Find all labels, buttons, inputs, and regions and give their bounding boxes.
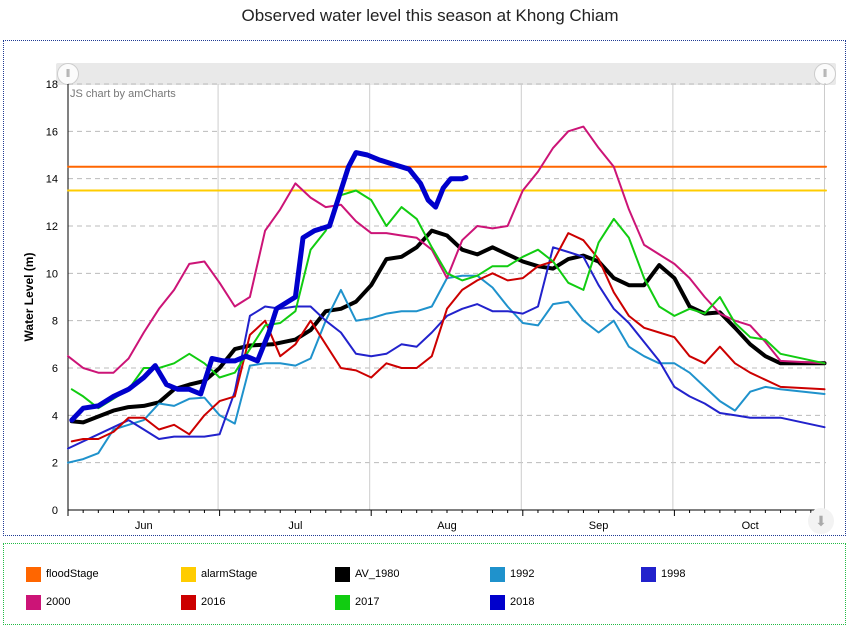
y-tick-label: 12 <box>46 221 58 233</box>
legend-item-2017[interactable]: 2017 <box>335 594 379 610</box>
y-tick-label: 10 <box>46 268 58 280</box>
legend-swatch <box>181 594 196 610</box>
legend-label: 1992 <box>510 568 535 580</box>
legend-item-AV_1980[interactable]: AV_1980 <box>335 566 399 582</box>
legend-label: 2017 <box>355 596 380 608</box>
y-tick-label: 6 <box>52 363 58 375</box>
y-tick-label: 18 <box>46 79 58 91</box>
legend-item-2000[interactable]: 2000 <box>26 594 70 610</box>
legend-swatch <box>335 594 350 610</box>
x-tick-label: Sep <box>589 520 609 532</box>
y-tick-label: 2 <box>52 458 58 470</box>
legend-item-1998[interactable]: 1998 <box>641 566 685 582</box>
y-axis-title: Water Level (m) <box>22 253 36 342</box>
series-line-2000 <box>67 125 826 374</box>
legend-swatch <box>490 594 505 610</box>
series-line-1992 <box>67 274 826 464</box>
legend-label: 2016 <box>201 596 226 608</box>
legend-label: 2000 <box>46 596 71 608</box>
y-tick-label: 14 <box>46 174 58 186</box>
legend-swatch <box>181 566 196 582</box>
x-tick-label: Oct <box>742 520 759 532</box>
legend-frame <box>3 543 846 625</box>
legend-label: floodStage <box>46 568 99 580</box>
download-icon[interactable]: ⬇ <box>808 508 834 534</box>
series-line-2016 <box>70 232 826 443</box>
y-tick-label: 0 <box>52 505 58 517</box>
x-tick-label: Jun <box>135 520 153 532</box>
chart-scrollbar[interactable]: ‖ ‖ <box>56 63 836 85</box>
series-line-2018 <box>69 150 469 423</box>
legend-label: AV_1980 <box>355 568 400 580</box>
legend-item-2018[interactable]: 2018 <box>490 594 534 610</box>
legend-label: 2018 <box>510 596 535 608</box>
series-line-AV_1980 <box>69 228 827 425</box>
legend-item-alarmStage[interactable]: alarmStage <box>181 566 257 582</box>
legend-label: 1998 <box>661 568 686 580</box>
series-line-2017 <box>70 189 826 410</box>
legend-swatch <box>641 566 656 582</box>
legend-item-floodStage[interactable]: floodStage <box>26 566 99 582</box>
x-tick-label: Aug <box>437 520 457 532</box>
legend-item-2016[interactable]: 2016 <box>181 594 225 610</box>
chart-credit-link[interactable]: JS chart by amCharts <box>70 88 176 100</box>
legend-swatch <box>26 594 41 610</box>
chart-title: Observed water level this season at Khon… <box>241 6 619 25</box>
legend-swatch <box>490 566 505 582</box>
y-tick-label: 8 <box>52 316 58 328</box>
legend-swatch <box>335 566 350 582</box>
chart-frame <box>3 40 846 536</box>
legend-item-1992[interactable]: 1992 <box>490 566 534 582</box>
y-tick-label: 16 <box>46 126 58 138</box>
legend-swatch <box>26 566 41 582</box>
legend-label: alarmStage <box>201 568 258 580</box>
series-line-1998 <box>67 246 826 450</box>
x-tick-label: Jul <box>288 520 302 532</box>
y-tick-label: 4 <box>52 410 58 422</box>
